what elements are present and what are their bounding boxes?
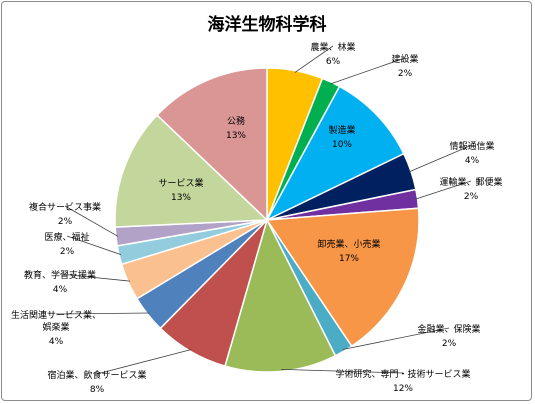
leader-line xyxy=(55,312,150,315)
slice-labels: 農業、林業 6% 建設業 2% 製造業 10% 情報通信業 4% 運輸業、郵便業 2% 卸売業、小売… xyxy=(11,41,503,395)
slice-name-label: サービス業 xyxy=(158,177,203,189)
slice-name-label: 情報通信業 xyxy=(449,140,494,152)
slice-name-label: 医療、福祉 xyxy=(44,231,89,243)
leader-lines xyxy=(55,45,473,375)
slice-name-label: 娯楽業 xyxy=(42,321,69,333)
slice-name-label: 学術研究、専門・技術サービス業 xyxy=(335,368,470,380)
slice-name-label: 公務 xyxy=(227,115,245,127)
slice-value-label: 8% xyxy=(90,385,105,395)
slice-name-label: 教育、学習支援業 xyxy=(24,269,96,281)
slice-value-label: 4% xyxy=(49,337,64,347)
pie-slices xyxy=(114,67,420,373)
slice-value-label: 2% xyxy=(58,217,73,227)
slice-value-label: 2% xyxy=(60,247,75,257)
slice-value-label: 13% xyxy=(226,131,246,141)
slice-value-label: 4% xyxy=(465,156,480,166)
pie-slice xyxy=(265,85,405,222)
leader-line xyxy=(294,45,334,73)
leader-line xyxy=(59,273,131,282)
pie-slice xyxy=(114,113,269,228)
leader-line xyxy=(66,235,122,256)
slice-name-label: 生活関連サービス業、 xyxy=(11,309,101,321)
slice-name-label: 農業、林業 xyxy=(310,41,355,53)
pie-slice xyxy=(224,217,337,373)
slice-value-label: 13% xyxy=(171,193,191,203)
slice-value-label: 6% xyxy=(326,57,341,67)
slice-value-label: 4% xyxy=(53,285,68,295)
slice-name-label: 卸売業、小売業 xyxy=(317,238,380,250)
slice-name-label: 運輸業、郵便業 xyxy=(439,176,502,188)
slice-name-label: 建設業 xyxy=(391,53,418,65)
leader-line xyxy=(342,327,450,350)
slice-value-label: 2% xyxy=(464,192,479,202)
slice-value-label: 17% xyxy=(339,254,359,264)
slice-value-label: 12% xyxy=(393,384,413,394)
slice-name-label: 宿泊業、飲食サービス業 xyxy=(47,369,146,381)
slice-value-label: 10% xyxy=(332,140,352,150)
slice-name-label: 製造業 xyxy=(328,124,355,136)
slice-name-label: 金融業、保険業 xyxy=(417,323,480,335)
leader-line xyxy=(330,57,406,85)
leader-line xyxy=(96,349,192,375)
leader-line xyxy=(280,368,404,374)
leader-line xyxy=(415,180,472,200)
slice-value-label: 2% xyxy=(398,69,413,79)
slice-value-label: 2% xyxy=(442,339,457,349)
slice-name-label: 複合サービス事業 xyxy=(29,201,101,213)
leader-line xyxy=(408,144,473,173)
pie-slice xyxy=(265,207,420,348)
pie-slice xyxy=(155,67,268,222)
chart-title: 海洋生物科学科 xyxy=(208,14,327,35)
leader-line xyxy=(64,205,119,237)
